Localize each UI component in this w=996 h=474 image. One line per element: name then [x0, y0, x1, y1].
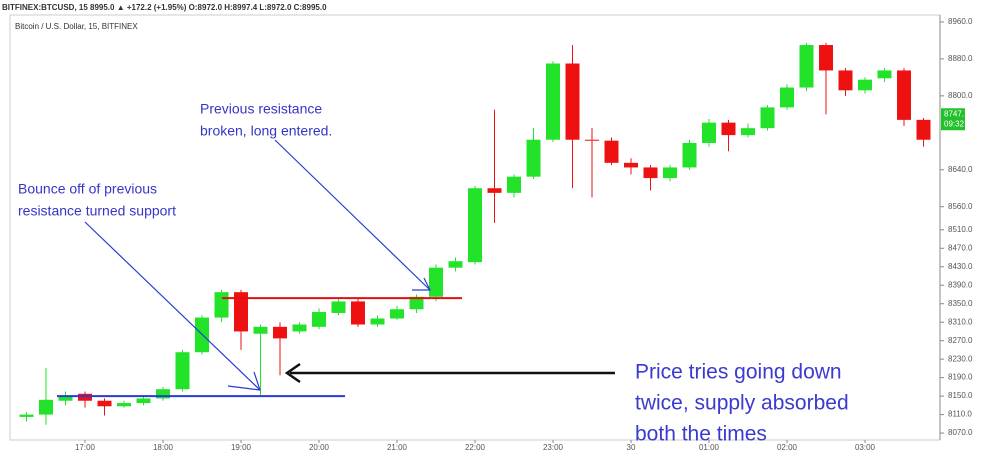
candle-body	[429, 267, 443, 297]
y-tick-label: 8110.0	[948, 410, 972, 419]
x-tick-label: 20:00	[309, 443, 330, 452]
annotation-arrowhead	[227, 371, 261, 391]
candle-body	[838, 70, 853, 91]
candle-body	[663, 167, 677, 179]
candle-body	[877, 70, 892, 79]
candle-body	[253, 326, 268, 334]
y-tick-label: 8070.0	[948, 428, 973, 437]
candle-body	[58, 396, 73, 401]
candle-body	[234, 292, 248, 332]
y-tick-label: 8270.0	[948, 336, 973, 345]
y-tick-label: 8310.0	[948, 317, 973, 326]
candle-body	[565, 63, 580, 140]
y-tick-label: 8960.0	[948, 17, 973, 26]
candle-body	[136, 398, 151, 404]
x-tick-label: 21:00	[387, 443, 408, 452]
price-tag-label: 8747.1	[944, 109, 969, 118]
candle-body	[39, 399, 53, 415]
annotation-text: both the times	[635, 423, 767, 446]
candle-body	[721, 122, 736, 136]
candle-body	[858, 79, 872, 91]
y-tick-label: 8350.0	[948, 299, 973, 308]
y-tick-label: 8510.0	[948, 225, 973, 234]
candle-body	[487, 188, 502, 193]
annotation-text: Previous resistance	[200, 101, 322, 117]
y-tick-label: 8430.0	[948, 262, 973, 271]
annotation-arrowhead	[412, 277, 431, 291]
annotation-line	[274, 139, 431, 291]
candle-body	[273, 326, 287, 339]
y-tick-label: 8640.0	[948, 165, 973, 174]
x-tick-label: 03:00	[855, 443, 876, 452]
y-tick-label: 8190.0	[948, 373, 973, 382]
candle-body	[624, 162, 638, 168]
annotation-text: broken, long entered.	[200, 123, 332, 139]
candle-body	[97, 400, 112, 407]
candle-body	[390, 309, 404, 319]
annotation-arrowhead	[284, 362, 301, 384]
candle-body	[468, 188, 482, 263]
candle-body	[760, 107, 775, 129]
candle-body	[331, 301, 346, 313]
price-tag	[941, 108, 965, 131]
candle-body	[214, 292, 229, 318]
candle-body	[292, 324, 307, 332]
candle-body	[819, 45, 833, 71]
annotation-text: resistance turned support	[18, 203, 176, 219]
x-tick-label: 19:00	[231, 443, 252, 452]
candle-body	[175, 352, 190, 390]
x-tick-label: 30	[627, 443, 636, 452]
annotation-text: twice, supply absorbed	[635, 392, 849, 415]
y-tick-label: 8560.0	[948, 202, 973, 211]
annotation-text: Bounce off of previous	[18, 181, 157, 197]
price-tag-time: 09:32	[944, 119, 965, 128]
candle-body	[370, 318, 385, 325]
x-tick-label: 17:00	[75, 443, 96, 452]
candle-body	[643, 167, 658, 179]
candle-body	[19, 414, 34, 417]
y-tick-label: 8390.0	[948, 280, 973, 289]
candle-body	[507, 176, 521, 193]
x-tick-label: 22:00	[465, 443, 486, 452]
candle-body	[117, 403, 131, 407]
candle-body	[156, 389, 170, 399]
candle-body	[78, 393, 92, 401]
candle-body	[409, 296, 424, 310]
y-tick-label: 8880.0	[948, 54, 973, 63]
candle-body	[682, 142, 697, 168]
candle-body	[585, 139, 599, 141]
x-tick-label: 02:00	[777, 443, 798, 452]
candle-body	[741, 128, 755, 136]
candle-body	[604, 140, 619, 163]
y-tick-label: 8800.0	[948, 91, 973, 100]
x-tick-label: 23:00	[543, 443, 564, 452]
chart-subtitle: Bitcoin / U.S. Dollar, 15, BITFINEX	[15, 22, 138, 31]
candle-body	[312, 312, 326, 327]
annotation-text: Price tries going down	[635, 361, 842, 384]
candle-body	[526, 139, 541, 177]
candle-body	[780, 87, 794, 108]
candle-body	[702, 122, 716, 143]
candle-body	[897, 70, 911, 120]
y-tick-label: 8230.0	[948, 354, 973, 363]
y-tick-label: 8470.0	[948, 243, 973, 252]
candle-body	[546, 63, 560, 140]
annotation-line	[84, 221, 261, 391]
candle-body	[799, 45, 814, 88]
candle-body	[916, 119, 931, 140]
x-tick-label: 18:00	[153, 443, 174, 452]
candle-body	[351, 301, 365, 325]
chart-title: BITFINEX:BTCUSD, 15 8995.0 ▲ +172.2 (+1.…	[2, 3, 327, 12]
y-tick-label: 8150.0	[948, 391, 973, 400]
x-tick-label: 01:00	[699, 443, 720, 452]
candle-body	[448, 261, 463, 268]
